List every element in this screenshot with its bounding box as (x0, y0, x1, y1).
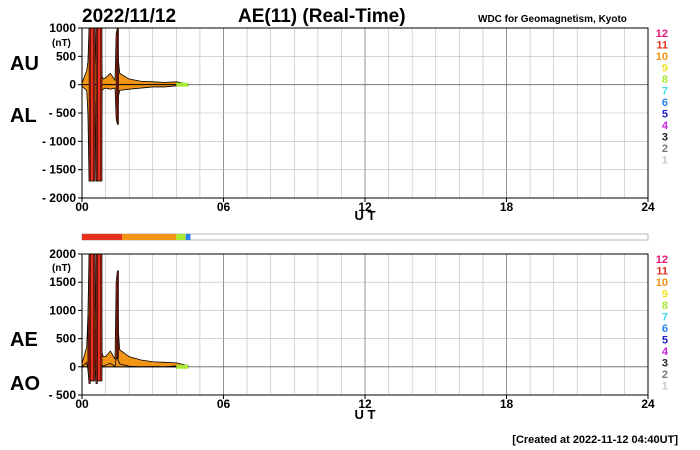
ae-ao-spike-bar (117, 270, 119, 359)
ae-ao-y-ticks: 2000 1500 1000 500 0 - 500 (49, 247, 82, 402)
ao-series-label: AO (10, 373, 40, 395)
au-al-y-tick-label: - 2000 (42, 191, 76, 205)
ae-ao-y-tick-label: - 500 (49, 388, 77, 402)
status-bar-segment (122, 234, 177, 240)
au-al-y-tick-label: 1000 (49, 21, 76, 35)
ae-ao-y-tick-label: 1500 (49, 275, 76, 289)
al-series-label: AL (10, 105, 37, 127)
au-al-legend-item: 12 (656, 28, 668, 40)
ae-ao-legend-item: 5 (662, 335, 668, 347)
au-al-y-tick-label: - 500 (49, 106, 77, 120)
status-bar-segment (82, 234, 123, 240)
ae-ao-x-tick-label: 12 (358, 397, 372, 411)
au-al-legend-item: 8 (662, 74, 668, 86)
au-al-legend-item: 10 (656, 51, 668, 63)
au-series-label: AU (10, 53, 39, 75)
au-al-legend-item: 11 (656, 40, 668, 52)
au-al-legend-item: 4 (662, 120, 669, 132)
ae-ao-x-axis-label: U T (355, 407, 376, 422)
au-al-spike-bar (100, 27, 103, 182)
au-al-spike-bar (97, 27, 102, 182)
status-bar-segments (82, 234, 191, 240)
au-al-legend-item: 2 (662, 143, 668, 155)
au-al-y-tick-label: - 1000 (42, 134, 76, 148)
ae-ao-x-tick-label: 00 (75, 397, 89, 411)
ae-ao-legend-item: 11 (656, 266, 668, 278)
au-al-x-axis-label: U T (355, 208, 376, 223)
ae-ao-legend-item: 1 (662, 381, 668, 393)
ae-ao-spike-bar (97, 253, 102, 382)
au-al-spike-bar (93, 27, 96, 182)
ae-ao-legend-item: 12 (656, 254, 668, 266)
ae-ao-legend-item: 2 (662, 369, 668, 381)
au-al-legend-item: 1 (662, 155, 668, 167)
ae-ao-y-tick-label: 1000 (49, 303, 76, 317)
au-al-legend-item: 3 (662, 132, 668, 144)
ae-ao-series (80, 253, 189, 385)
ae-ao-x-ticks: 00 06 12 18 24 (75, 395, 655, 411)
au-al-legend-item: 7 (662, 86, 668, 98)
ae-ao-x-tick-label: 24 (641, 397, 655, 411)
ae-ao-x-tick-label: 06 (217, 397, 231, 411)
ae-ao-legend-item: 6 (662, 323, 668, 335)
ae-ao-legend-item: 7 (662, 312, 668, 324)
au-al-unit-label: (nT) (52, 38, 71, 49)
activity-status-bar (81, 233, 649, 241)
ae-ao-legend-item: 8 (662, 300, 668, 312)
ae-ao-legend-item: 9 (662, 289, 668, 301)
au-al-spike-bar (117, 27, 119, 125)
created-timestamp: [Created at 2022-11-12 04:40UT] (512, 434, 678, 446)
au-al-x-tick-label: 00 (75, 200, 89, 214)
au-al-x-tick-label: 18 (500, 200, 514, 214)
au-al-legend-item: 9 (662, 63, 668, 75)
ae-ao-legend-item: 3 (662, 358, 668, 370)
au-al-y-tick-label: - 1500 (42, 163, 76, 177)
ae-ao-legend-item: 4 (662, 346, 669, 358)
ae-ao-spike-bar (89, 253, 95, 382)
source-label: WDC for Geomagnetism, Kyoto (478, 14, 627, 25)
au-al-x-ticks: 00 06 12 18 24 (75, 198, 655, 214)
ae-series-label: AE (10, 329, 38, 351)
au-al-legend-item: 6 (662, 97, 668, 109)
ae-ao-y-tick-label: 0 (69, 360, 76, 374)
ae-ao-y-tick-label: 500 (56, 332, 76, 346)
ae-ao-x-tick-label: 18 (500, 397, 514, 411)
ae-ao-legend-item: 10 (656, 277, 668, 289)
au-al-spike-bar (89, 27, 95, 182)
status-bar-segment (185, 234, 191, 240)
au-al-x-tick-label: 12 (358, 200, 372, 214)
au-al-grid (82, 28, 648, 198)
au-al-y-ticks: 1000 500 0 - 500 - 1000 - 1500 - 2000 (42, 21, 82, 205)
au-al-y-tick-label: 0 (69, 78, 76, 92)
au-al-x-tick-label: 24 (641, 200, 655, 214)
ae-ao-unit-label: (nT) (52, 263, 71, 274)
ae-ao-y-tick-label: 2000 (49, 247, 76, 261)
date-label: 2022/11/12 (82, 6, 176, 27)
chart-title: AE(11) (Real-Time) (238, 6, 406, 27)
ae-ao-spike-bar (100, 253, 103, 382)
status-bar-segment (176, 234, 186, 240)
au-al-legend-item: 5 (662, 109, 668, 121)
au-al-y-tick-label: 500 (56, 49, 76, 63)
au-al-x-tick-label: 06 (217, 200, 231, 214)
